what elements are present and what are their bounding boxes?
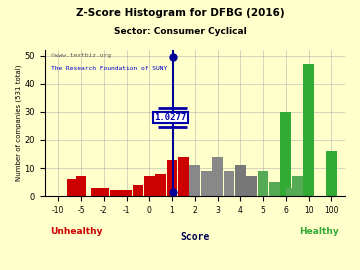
Bar xyxy=(155,174,166,196)
Text: 1.0277: 1.0277 xyxy=(154,113,186,122)
Bar xyxy=(8,182,18,196)
Text: Unhealthy: Unhealthy xyxy=(50,227,103,236)
Bar xyxy=(167,160,177,196)
Bar xyxy=(76,177,86,196)
Bar xyxy=(144,177,155,196)
Bar xyxy=(246,177,257,196)
Bar xyxy=(110,191,121,196)
Text: ©www.textbiz.org: ©www.textbiz.org xyxy=(51,53,111,58)
Bar xyxy=(98,188,109,196)
Bar xyxy=(189,165,200,196)
Bar xyxy=(269,182,280,196)
Bar xyxy=(121,191,132,196)
Bar xyxy=(326,151,337,196)
Bar xyxy=(258,171,269,196)
Bar xyxy=(91,188,102,196)
Text: Z-Score Histogram for DFBG (2016): Z-Score Histogram for DFBG (2016) xyxy=(76,8,284,18)
Text: The Research Foundation of SUNY: The Research Foundation of SUNY xyxy=(51,66,167,71)
Bar xyxy=(132,185,143,196)
Bar xyxy=(298,182,308,196)
Y-axis label: Number of companies (531 total): Number of companies (531 total) xyxy=(15,65,22,181)
Bar xyxy=(286,188,297,196)
Bar xyxy=(178,157,189,196)
Bar xyxy=(212,157,223,196)
Text: Sector: Consumer Cyclical: Sector: Consumer Cyclical xyxy=(114,27,246,36)
Text: Healthy: Healthy xyxy=(300,227,339,236)
Bar xyxy=(224,171,234,196)
Bar xyxy=(280,112,291,196)
Bar xyxy=(201,171,212,196)
X-axis label: Score: Score xyxy=(180,231,210,241)
Bar xyxy=(235,165,246,196)
Bar xyxy=(95,191,105,196)
Bar xyxy=(292,177,302,196)
Bar xyxy=(67,179,77,196)
Bar xyxy=(303,64,314,196)
